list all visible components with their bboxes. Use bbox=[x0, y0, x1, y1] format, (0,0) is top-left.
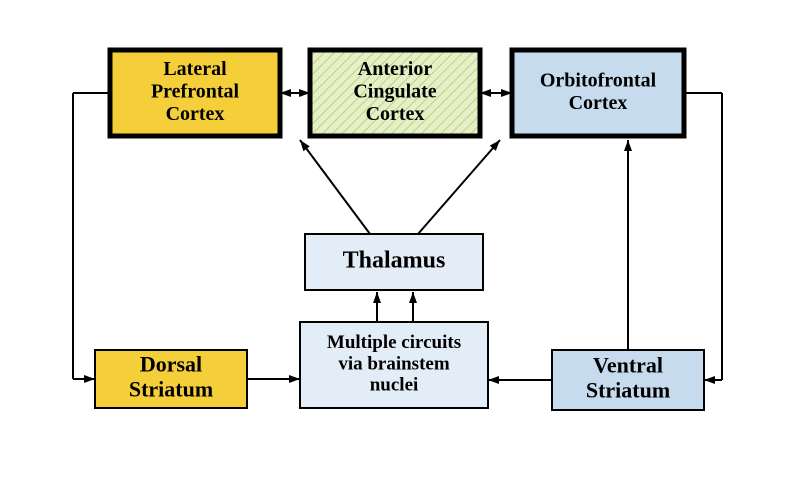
node-thal-label-0: Thalamus bbox=[343, 248, 446, 274]
node-ofc-label-0: Orbitofrontal bbox=[540, 69, 657, 91]
node-lpc-label-0: Lateral bbox=[163, 58, 227, 80]
node-vs-label-0: Ventral bbox=[593, 353, 663, 378]
node-ofc: OrbitofrontalCortex bbox=[512, 50, 684, 136]
flowchart: LateralPrefrontalCortexAnteriorCingulate… bbox=[0, 0, 800, 500]
node-lpc-label-1: Prefrontal bbox=[151, 81, 240, 103]
node-ds-label-0: Dorsal bbox=[140, 352, 202, 377]
node-mcbn-label-2: nuclei bbox=[370, 375, 419, 396]
node-mcbn-label-1: via brainstem bbox=[338, 353, 450, 374]
node-ds-label-1: Striatum bbox=[129, 376, 213, 401]
node-thal: Thalamus bbox=[305, 234, 483, 290]
node-lpc: LateralPrefrontalCortex bbox=[110, 50, 280, 136]
node-ofc-label-1: Cortex bbox=[569, 92, 628, 114]
node-acc-label-1: Cingulate bbox=[353, 81, 436, 103]
node-vs-label-1: Striatum bbox=[586, 377, 670, 402]
node-lpc-label-2: Cortex bbox=[166, 103, 225, 125]
node-ds: DorsalStriatum bbox=[95, 350, 247, 408]
node-acc: AnteriorCingulateCortex bbox=[310, 50, 480, 136]
node-acc-label-2: Cortex bbox=[366, 103, 425, 125]
node-mcbn: Multiple circuitsvia brainstemnuclei bbox=[300, 322, 488, 408]
node-acc-label-0: Anterior bbox=[358, 58, 433, 80]
node-mcbn-label-0: Multiple circuits bbox=[327, 332, 461, 353]
node-vs: VentralStriatum bbox=[552, 350, 704, 410]
